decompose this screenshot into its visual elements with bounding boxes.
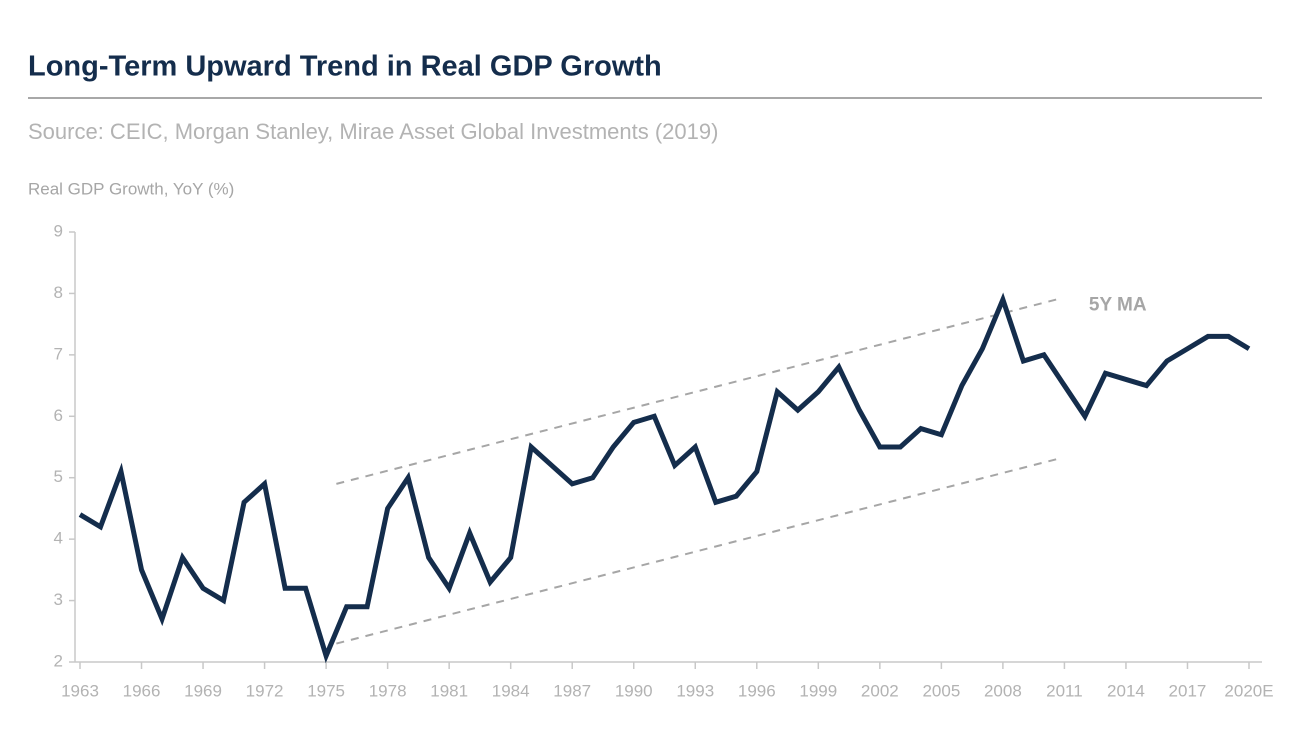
y-tick-label: 9 [54, 221, 63, 240]
x-tick-label: 1969 [184, 681, 222, 700]
y-tick-label: 2 [54, 651, 63, 670]
x-tick-label: 1963 [61, 681, 99, 700]
x-tick-label: 1975 [307, 681, 345, 700]
x-tick-label: 2005 [922, 681, 960, 700]
x-tick-label: 1978 [369, 681, 407, 700]
x-tick-label: 1981 [430, 681, 468, 700]
x-tick-label: 1987 [553, 681, 591, 700]
subtitle: Source: CEIC, Morgan Stanley, Mirae Asse… [28, 119, 718, 144]
data-line [78, 292, 1251, 664]
x-tick-label: 1996 [738, 681, 776, 700]
x-tick-label: 2014 [1107, 681, 1145, 700]
y-tick-label: 6 [54, 406, 63, 425]
x-tick-label: 2002 [861, 681, 899, 700]
x-tick-label: 1993 [676, 681, 714, 700]
x-tick-label: 2020E [1224, 681, 1273, 700]
x-tick-label: 2017 [1169, 681, 1207, 700]
y-tick-label: 7 [54, 344, 63, 363]
x-tick-label: 1972 [246, 681, 284, 700]
y-tick-label: 8 [54, 283, 63, 302]
x-tick-label: 1984 [492, 681, 530, 700]
x-tick-label: 2008 [984, 681, 1022, 700]
annotation: 5Y MA [1089, 295, 1147, 316]
chart-title: Long-Term Upward Trend in Real GDP Growt… [28, 51, 662, 83]
y-tick-label: 5 [54, 467, 63, 486]
y-tick-label: 4 [54, 529, 63, 548]
x-tick-label: 1999 [799, 681, 837, 700]
x-tick-label: 2011 [1046, 681, 1083, 700]
y-tick-label: 3 [54, 590, 63, 609]
x-tick-label: 1966 [123, 681, 161, 700]
x-tick-label: 1990 [615, 681, 653, 700]
y-axis-label: Real GDP Growth, YoY (%) [28, 179, 234, 198]
trend-line [336, 458, 1057, 645]
trend-line [336, 298, 1057, 485]
